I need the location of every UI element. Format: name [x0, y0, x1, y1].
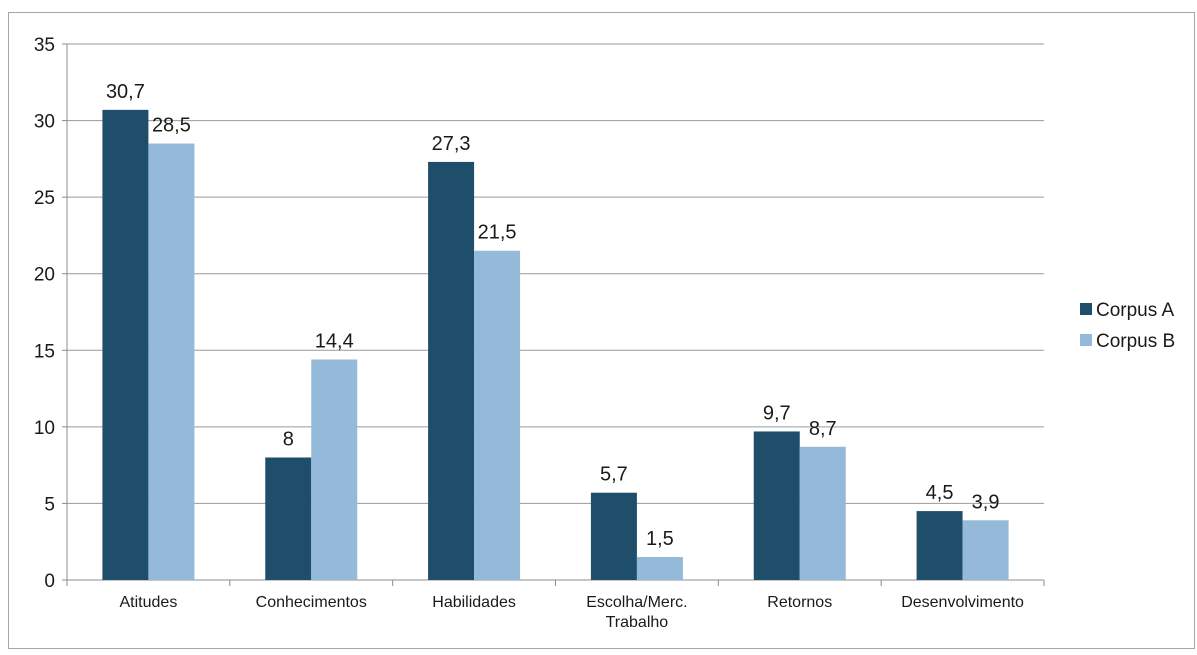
data-label: 28,5 — [152, 115, 191, 137]
data-label: 27,3 — [432, 133, 471, 155]
legend-label: Corpus B — [1096, 331, 1175, 352]
x-tick-label: Conhecimentos — [256, 594, 367, 611]
y-tick-label: 5 — [44, 494, 55, 515]
data-label: 8 — [283, 428, 294, 450]
data-label: 9,7 — [763, 402, 791, 424]
y-tick-label: 0 — [44, 571, 55, 592]
bar-corpus-b — [311, 359, 358, 580]
bar-corpus-a — [265, 457, 312, 580]
data-label: 5,7 — [600, 464, 628, 486]
x-tick-label: Retornos — [767, 594, 832, 611]
bar-corpus-b — [474, 250, 521, 580]
bar-chart: 0 5 10 15 20 25 30 35 30,7 28,5 Atitudes 8 14,4 Conhe… — [34, 35, 1175, 631]
x-tick-label: Desenvolvimento — [901, 594, 1024, 611]
data-label: 1,5 — [646, 528, 674, 550]
y-tick-label: 35 — [34, 35, 55, 56]
x-tick-label: Habilidades — [432, 594, 516, 611]
bar-corpus-a — [590, 492, 637, 580]
bar-corpus-a — [753, 431, 800, 580]
y-tick-label: 20 — [34, 265, 55, 286]
bar-corpus-a — [102, 109, 149, 580]
legend-swatch — [1080, 334, 1092, 346]
data-label: 14,4 — [315, 330, 354, 352]
data-label: 30,7 — [106, 81, 145, 103]
data-label: 21,5 — [478, 222, 517, 244]
data-label: 8,7 — [809, 418, 837, 440]
bar-corpus-b — [962, 520, 1009, 580]
bar-corpus-a — [428, 161, 475, 581]
y-tick-label: 10 — [34, 418, 55, 439]
legend-label: Corpus A — [1096, 300, 1174, 321]
data-label: 4,5 — [926, 482, 954, 504]
chart-frame: 0 5 10 15 20 25 30 35 30,7 28,5 Atitudes 8 14,4 Conhe… — [8, 12, 1195, 649]
y-tick-label: 15 — [34, 341, 55, 362]
data-label: 3,9 — [972, 491, 1000, 513]
x-tick-label: Atitudes — [120, 594, 178, 611]
y-tick-label: 30 — [34, 112, 55, 133]
bar-corpus-b — [799, 446, 846, 580]
y-tick-label: 25 — [34, 188, 55, 209]
x-tick-label: Escolha/Merc. Trabalho — [586, 594, 687, 631]
legend-swatch — [1080, 303, 1092, 315]
bar-corpus-b — [148, 143, 195, 581]
bar-corpus-a — [916, 511, 963, 580]
bar-corpus-b — [636, 557, 683, 580]
